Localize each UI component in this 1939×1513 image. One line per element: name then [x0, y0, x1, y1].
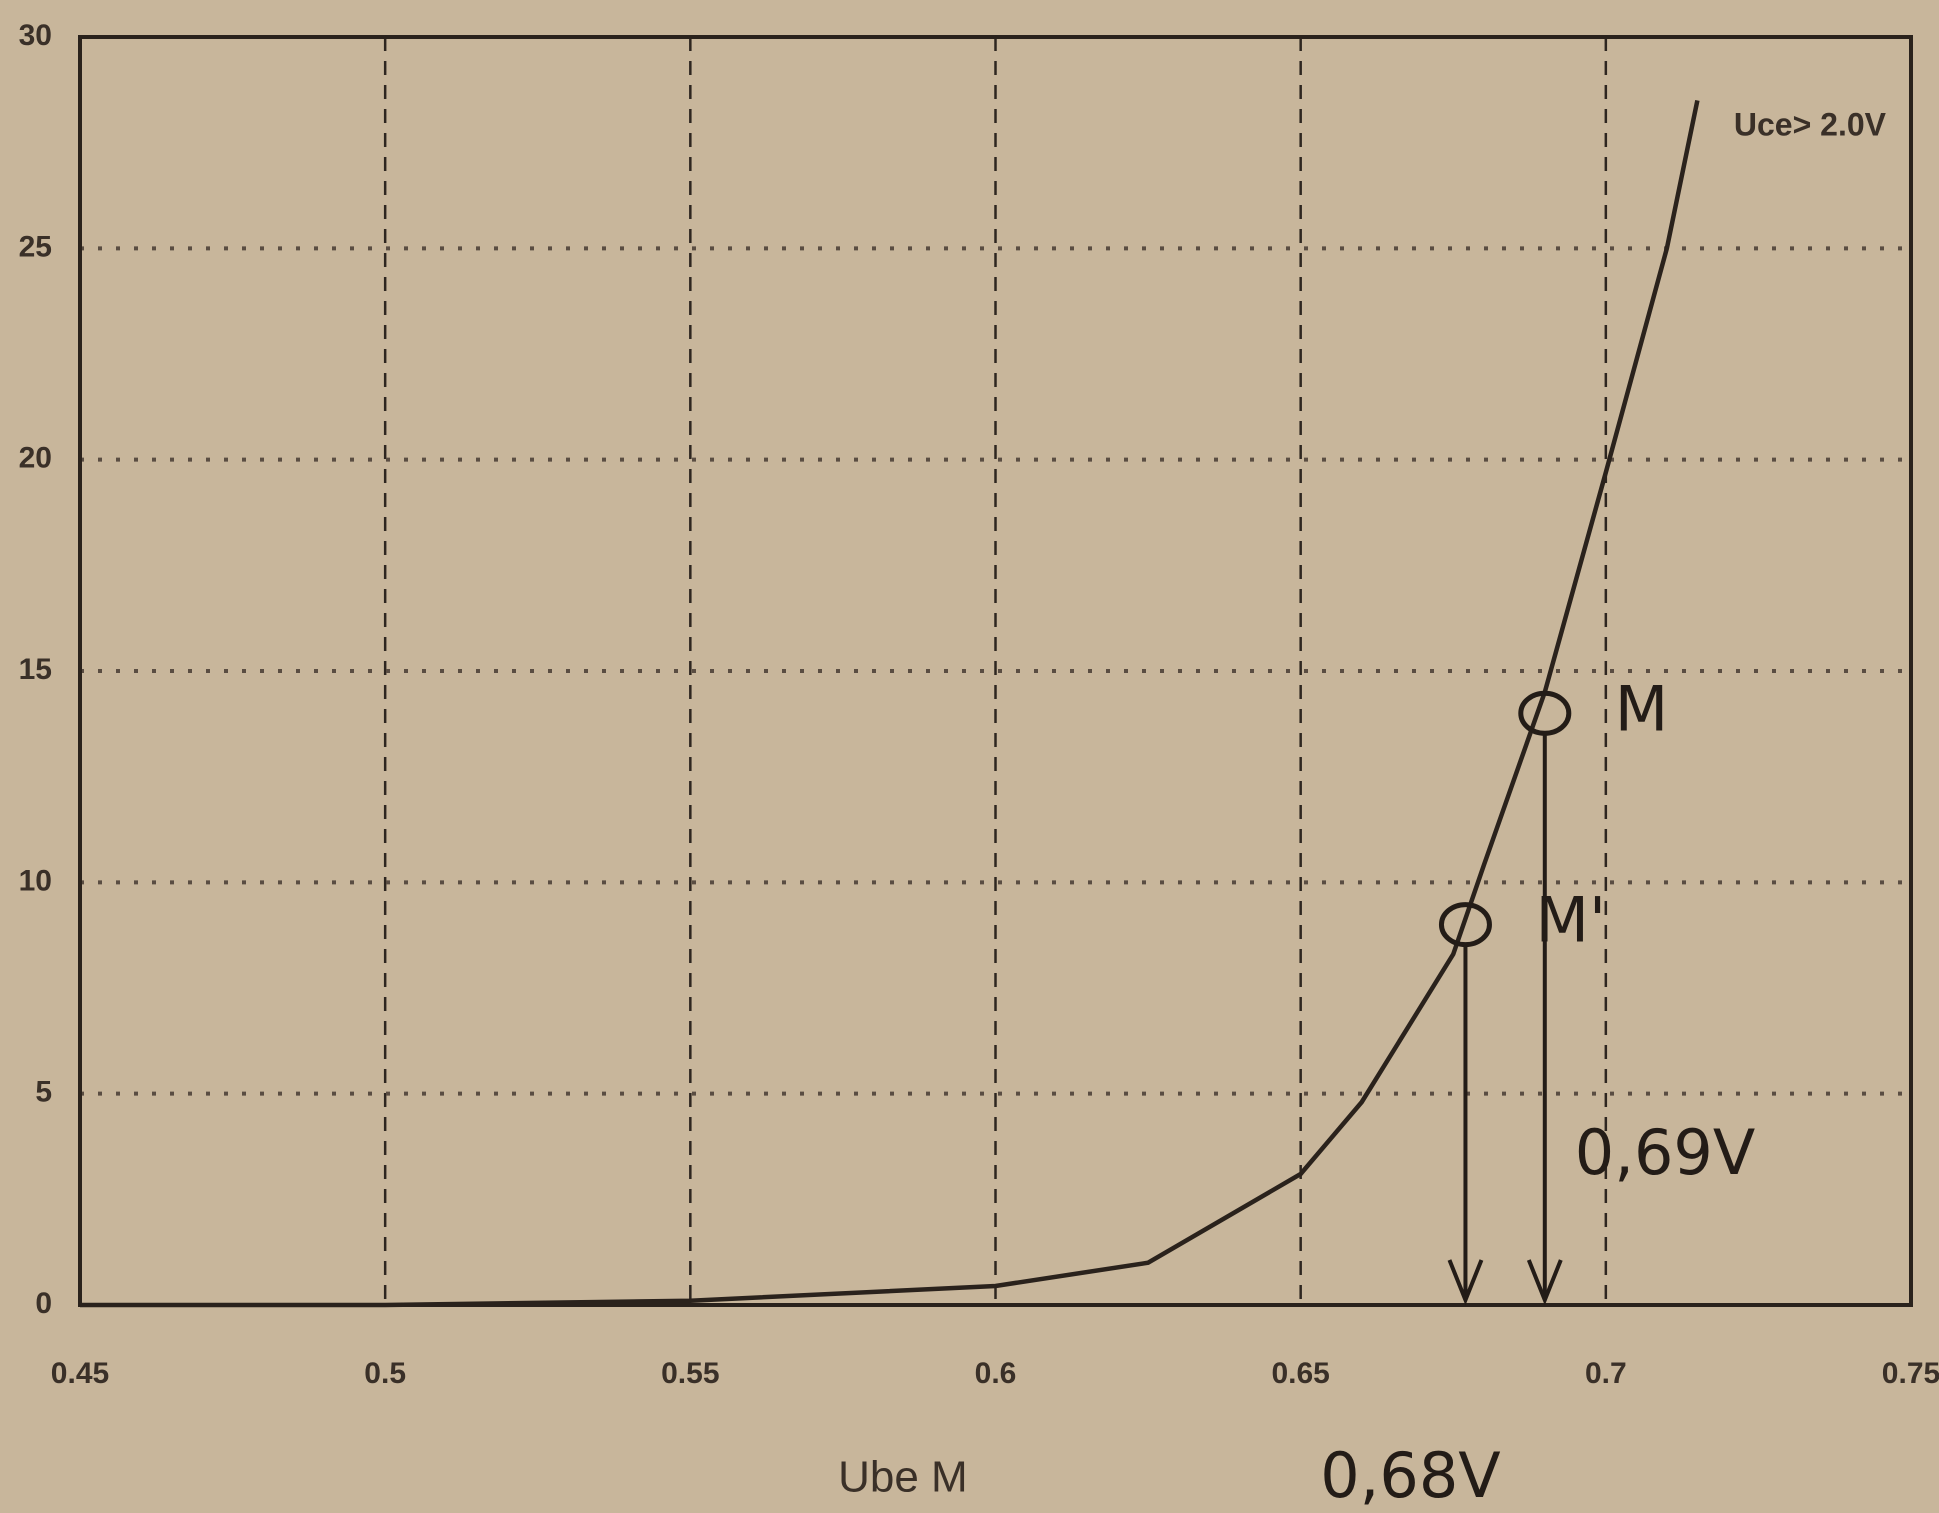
arrow-head [1526, 1259, 1563, 1306]
data-line [80, 99, 1700, 1308]
point-marker [1518, 690, 1572, 736]
x-tick-label: 0.7 [1585, 1357, 1627, 1390]
y-tick-label: 30 [19, 19, 52, 52]
x-axis-label: Ube M [838, 1453, 968, 1502]
x-tick-label: 0.6 [975, 1357, 1017, 1390]
legend-label: Uce> 2.0V [1734, 106, 1887, 142]
point-label: M [1615, 672, 1669, 745]
point-value-label: 0,69V [1575, 1116, 1755, 1189]
y-tick-label: 15 [19, 653, 52, 686]
x-tick-label: 0.45 [51, 1357, 109, 1390]
y-tick-label: 5 [35, 1076, 52, 1109]
y-tick-label: 0 [35, 1287, 52, 1320]
plot-frame [78, 35, 1913, 1307]
x-tick-label: 0.55 [661, 1357, 719, 1390]
y-tick-label: 10 [19, 864, 52, 897]
x-tick-label: 0.5 [364, 1357, 406, 1390]
point-label: M' [1535, 884, 1606, 957]
point-marker [1438, 902, 1492, 948]
x-tick-label: 0.75 [1882, 1357, 1939, 1390]
y-tick-label: 25 [19, 230, 52, 263]
arrow-head [1447, 1259, 1484, 1306]
y-tick-label: 20 [19, 442, 52, 475]
point-value-label: 0,68V [1320, 1439, 1500, 1512]
x-tick-label: 0.65 [1271, 1357, 1329, 1390]
